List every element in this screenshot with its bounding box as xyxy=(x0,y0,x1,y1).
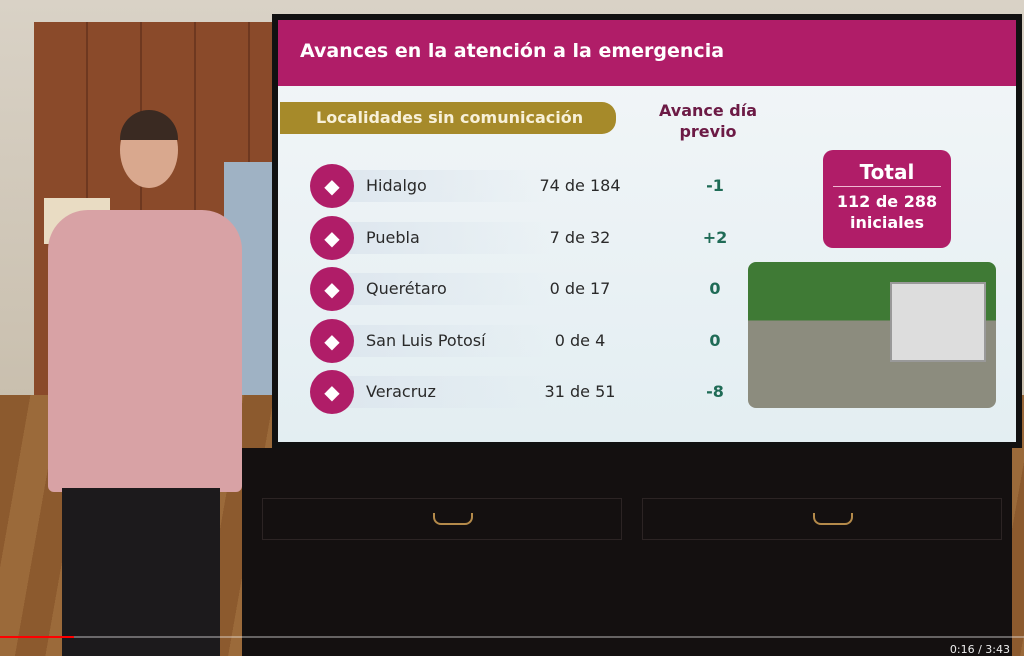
total-label: Total xyxy=(833,150,941,187)
video-progress-bar[interactable] xyxy=(0,636,1024,638)
state-change: +2 xyxy=(702,227,728,247)
state-name: Puebla xyxy=(366,227,420,247)
state-change: -1 xyxy=(706,176,724,195)
state-value: 31 de 51 xyxy=(544,382,616,401)
state-map-icon: ◆ xyxy=(310,215,354,260)
state-name: Hidalgo xyxy=(366,176,427,195)
state-map-icon: ◆ xyxy=(310,267,354,311)
total-box: Total 112 de 288 iniciales xyxy=(823,150,951,248)
column-header: Avance día previo xyxy=(658,101,758,141)
slide: Avances en la atención a la emergencia L… xyxy=(278,20,1016,442)
state-name: Veracruz xyxy=(366,382,436,401)
pants xyxy=(62,488,220,656)
state-change: -8 xyxy=(706,382,724,401)
state-change: 0 xyxy=(709,279,721,298)
state-change: 0 xyxy=(709,330,721,350)
state-value: 74 de 184 xyxy=(539,176,621,195)
row-bar xyxy=(330,221,550,254)
drawer-handle xyxy=(813,513,853,525)
state-value: 0 de 17 xyxy=(549,279,611,298)
row-bar xyxy=(330,324,550,357)
row-bar xyxy=(330,170,550,202)
table-row: ◆ Puebla 7 de 32 +2 xyxy=(310,215,760,260)
video-time: 0:16 / 3:43 xyxy=(949,643,1010,656)
table-row: ◆ Querétaro 0 de 17 0 xyxy=(310,267,760,311)
state-map-icon: ◆ xyxy=(310,318,354,363)
state-name: San Luis Potosí xyxy=(366,330,486,350)
table-row: ◆ San Luis Potosí 0 de 4 0 xyxy=(310,318,760,363)
tv-screen: Avances en la atención a la emergencia L… xyxy=(272,14,1022,448)
row-bar xyxy=(330,273,550,305)
console-table xyxy=(242,448,1012,656)
dump-truck xyxy=(890,282,986,362)
table-row: ◆ Veracruz 31 de 51 -8 xyxy=(310,370,760,414)
state-value: 0 de 4 xyxy=(554,330,606,350)
wood-panel xyxy=(34,22,274,412)
state-map-icon: ◆ xyxy=(310,370,354,414)
row-bar xyxy=(330,376,550,408)
road-clearing-photo xyxy=(748,262,996,408)
presenter xyxy=(48,110,248,656)
drawer xyxy=(642,498,1002,540)
table-row: ◆ Hidalgo 74 de 184 -1 xyxy=(310,164,760,208)
state-name: Querétaro xyxy=(366,279,447,298)
slide-title: Avances en la atención a la emergencia xyxy=(278,20,1016,86)
slide-subtitle: Localidades sin comunicación xyxy=(280,102,616,134)
progress-fill xyxy=(0,636,74,638)
drawer-handle xyxy=(433,513,473,525)
state-map-icon: ◆ xyxy=(310,164,354,208)
hair xyxy=(120,110,178,140)
jacket xyxy=(48,210,242,492)
total-value: 112 de 288 iniciales xyxy=(836,192,938,232)
drawer xyxy=(262,498,622,540)
state-value: 7 de 32 xyxy=(549,227,611,247)
